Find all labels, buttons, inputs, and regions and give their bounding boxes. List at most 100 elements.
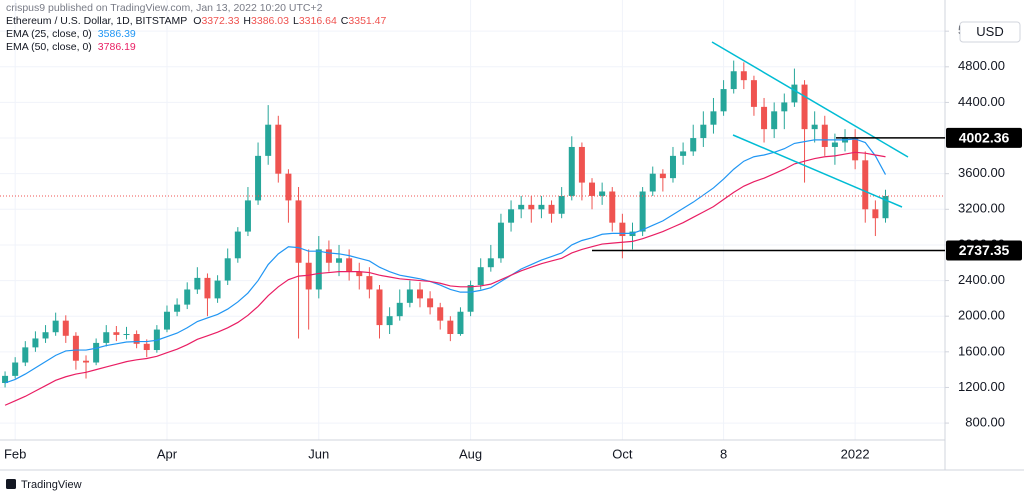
candle-body xyxy=(83,360,90,363)
ohlc-value: 3316.64 xyxy=(299,15,337,27)
legend-entry: EMA (50, close, 0) 3786.19 xyxy=(6,41,136,53)
ohlc-key: C xyxy=(341,15,349,27)
candle-body xyxy=(32,338,39,348)
candle-body xyxy=(568,146,575,196)
candle-body xyxy=(376,289,383,326)
candle-body xyxy=(123,334,130,336)
candle-body xyxy=(538,204,545,210)
y-tick-label: 800.00 xyxy=(965,415,1005,430)
candle-body xyxy=(315,249,322,290)
x-tick-label: Aug xyxy=(459,446,482,461)
brand-logo: TradingView xyxy=(6,479,82,491)
ohlc-key: H xyxy=(243,15,251,27)
candle-body xyxy=(477,267,484,286)
y-tick-label: 3600.00 xyxy=(958,165,1005,180)
candle-body xyxy=(184,289,191,305)
legend-entry: EMA (25, close, 0) 3586.39 xyxy=(6,28,136,40)
x-tick-label: 8 xyxy=(720,446,727,461)
candle-body xyxy=(882,195,889,219)
candle-body xyxy=(599,191,606,196)
candle-body xyxy=(619,222,626,237)
candle-body xyxy=(336,258,343,263)
candle-body xyxy=(609,191,616,223)
candle-body xyxy=(143,343,150,351)
legend-name: EMA (50, close, 0) xyxy=(6,41,92,53)
candle-body xyxy=(194,277,201,290)
candle-body xyxy=(427,298,434,308)
candle-body xyxy=(72,335,79,361)
candle-body xyxy=(862,160,869,210)
candle-body xyxy=(305,262,312,290)
candle-body xyxy=(396,302,403,317)
plot-area xyxy=(0,60,945,406)
candle-body xyxy=(93,342,100,363)
y-tick-label: 2400.00 xyxy=(958,272,1005,287)
candle-body xyxy=(416,289,423,299)
candle-body xyxy=(437,307,444,321)
candle-body xyxy=(42,332,49,339)
candle-body xyxy=(22,347,29,363)
candle-body xyxy=(761,106,768,130)
candle-body xyxy=(831,142,838,147)
brand: TradingView xyxy=(21,479,82,491)
candle-body xyxy=(659,173,666,179)
ema-line xyxy=(4,151,886,406)
candle-body xyxy=(487,258,494,268)
candle-body xyxy=(295,200,302,263)
candle-body xyxy=(639,191,646,232)
candle-body xyxy=(285,173,292,201)
y-tick-label: 1200.00 xyxy=(958,379,1005,394)
candle-body xyxy=(255,155,262,201)
candle-body xyxy=(730,71,737,90)
candle-body xyxy=(528,204,535,210)
ohlc-value: 3386.03 xyxy=(251,15,289,27)
ohlc-value: 3372.33 xyxy=(201,15,239,27)
x-tick-label: Jun xyxy=(308,446,329,461)
candle-body xyxy=(821,124,828,147)
ohlc-key: O xyxy=(193,15,201,27)
candle-body xyxy=(163,311,170,330)
candle-body xyxy=(113,332,120,335)
candle-body xyxy=(791,84,798,103)
candle-body xyxy=(224,258,231,281)
brand-icon xyxy=(6,479,16,489)
candle-body xyxy=(174,304,181,312)
candle-body xyxy=(801,84,808,130)
candle-body xyxy=(497,222,504,259)
candle-body xyxy=(386,316,393,326)
candle-body xyxy=(872,209,879,219)
candle-body xyxy=(558,195,565,214)
symbol: Ethereum / U.S. Dollar, 1D, BITSTAMP O337… xyxy=(6,15,387,27)
x-tick-label: Apr xyxy=(157,446,178,461)
candle-body xyxy=(578,146,585,183)
candle-body xyxy=(346,258,353,272)
grid xyxy=(0,0,945,440)
candle-body xyxy=(133,334,140,344)
candle-body xyxy=(771,111,778,130)
candle-body xyxy=(62,320,69,336)
candle-body xyxy=(710,111,717,125)
y-tick-label: 4800.00 xyxy=(958,58,1005,73)
candle-body xyxy=(852,138,859,161)
legend-name: EMA (25, close, 0) xyxy=(6,28,92,40)
candle-body xyxy=(325,249,332,263)
candle-body xyxy=(669,155,676,179)
legend-value: 3586.39 xyxy=(98,28,136,40)
candle-body xyxy=(750,80,757,107)
candle-body xyxy=(52,320,59,333)
symbol-name: Ethereum / U.S. Dollar, 1D, BITSTAMP xyxy=(6,15,187,27)
ema-line xyxy=(4,138,887,384)
candle-body xyxy=(244,200,251,232)
candle-body xyxy=(518,204,525,210)
x-axis: Feb Apr Jun Aug Oct 8 2022 xyxy=(4,446,870,461)
candle-body xyxy=(265,124,272,156)
candle-body xyxy=(508,209,515,223)
x-tick-label: 2022 xyxy=(841,446,870,461)
candle-body xyxy=(103,332,110,343)
x-tick-label: Feb xyxy=(4,446,26,461)
candle-body xyxy=(366,276,373,290)
legend-value: 3786.19 xyxy=(98,41,136,53)
candle-body xyxy=(214,280,221,299)
